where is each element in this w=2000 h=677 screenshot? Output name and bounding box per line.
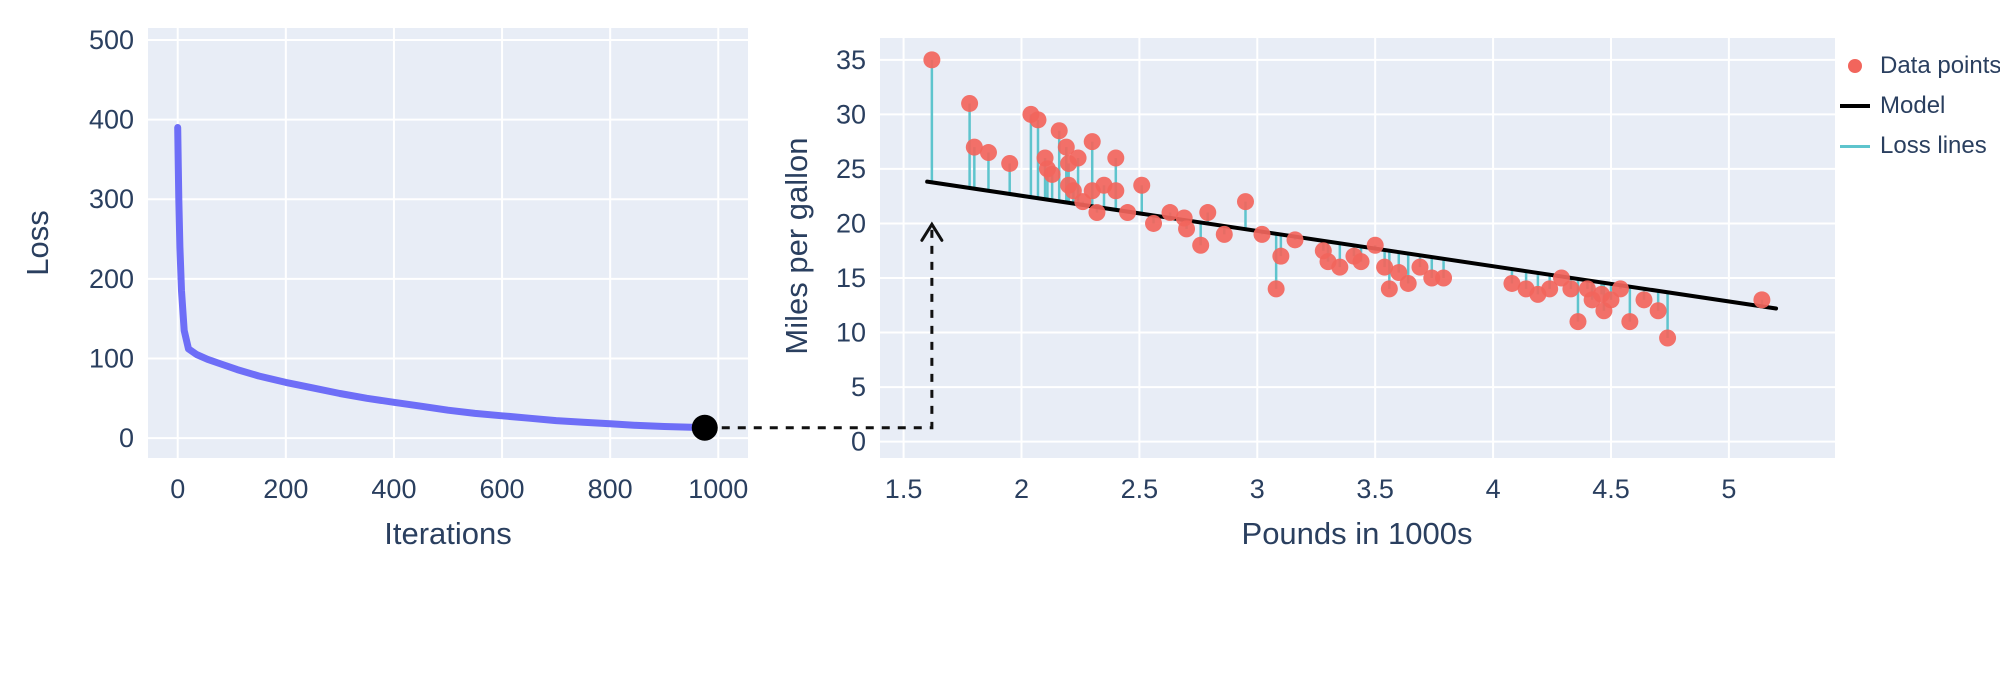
- legend-line-icon: [1840, 104, 1870, 108]
- y-tick-label: 500: [89, 25, 134, 55]
- data-point: [1236, 193, 1254, 211]
- y-tick-label: 20: [836, 208, 866, 238]
- y-tick-label: 25: [836, 154, 866, 184]
- loss-y-axis-label: Loss: [20, 210, 55, 276]
- data-point: [1503, 274, 1521, 292]
- data-point: [1253, 225, 1271, 243]
- y-tick-label: 100: [89, 343, 134, 373]
- data-point: [1621, 313, 1639, 331]
- x-tick-label: 600: [480, 474, 525, 504]
- data-point: [1753, 291, 1771, 309]
- model-line: [925, 179, 1779, 311]
- data-point: [1411, 258, 1429, 276]
- plot-area: [880, 38, 1835, 458]
- data-point: [1192, 236, 1210, 254]
- x-tick-label: 2: [1014, 474, 1029, 504]
- data-point: [1611, 280, 1629, 298]
- legend-label: Loss lines: [1880, 132, 1987, 159]
- legend-item: Loss lines: [1840, 132, 2000, 160]
- data-point: [1178, 220, 1196, 238]
- data-point: [1562, 280, 1580, 298]
- plot-area: [148, 28, 748, 458]
- data-point: [1423, 269, 1441, 287]
- data-point: [1107, 182, 1125, 200]
- data-point: [1215, 225, 1233, 243]
- x-tick-label: 4.5: [1592, 474, 1630, 504]
- data-point: [1161, 204, 1179, 222]
- y-tick-label: 300: [89, 184, 134, 214]
- data-point: [1001, 154, 1019, 172]
- loss-x-axis-label: Iterations: [384, 516, 512, 551]
- data-point: [1399, 274, 1417, 292]
- y-tick-label: 0: [851, 427, 866, 457]
- data-point: [1435, 269, 1453, 287]
- mpg-scatter-chart: 1.5 2 2.5 3 3.5 4 4.5 5 0 5 10 15 20 25 30 35: [836, 38, 1835, 504]
- loss-end-marker-dot: [691, 414, 718, 441]
- x-tick-label: 3.5: [1356, 474, 1394, 504]
- data-point: [1659, 329, 1677, 347]
- x-tick-label: 800: [588, 474, 633, 504]
- data-point: [1649, 302, 1667, 320]
- legend-label: Data points: [1880, 52, 2000, 79]
- y-tick-label: 5: [851, 372, 866, 402]
- x-tick-label: 2.5: [1121, 474, 1159, 504]
- loss-curve-chart: 0 200 400 600 800 1000 0 100 200 300 400 500: [89, 25, 748, 504]
- y-tick-label: 0: [119, 423, 134, 453]
- data-point: [1267, 280, 1285, 298]
- data-point: [965, 138, 983, 156]
- data-point: [1376, 258, 1394, 276]
- x-tick-label: 3: [1250, 474, 1265, 504]
- legend-dot-icon: [1840, 59, 1870, 73]
- legend-line-icon: [1840, 144, 1870, 148]
- x-tick-label: 200: [263, 474, 308, 504]
- data-point: [1083, 133, 1101, 151]
- data-point: [1043, 165, 1061, 183]
- data-point: [1133, 176, 1151, 194]
- legend-item: Model: [1840, 92, 2000, 120]
- x-tick-label: 4: [1486, 474, 1501, 504]
- data-point: [1541, 280, 1559, 298]
- data-point: [1331, 258, 1349, 276]
- data-point: [1569, 313, 1587, 331]
- scatter-y-axis-label: Miles per gallon: [779, 137, 814, 355]
- y-tick-label: 400: [89, 105, 134, 135]
- data-point: [1119, 204, 1137, 222]
- data-point: [1272, 247, 1290, 265]
- scatter-x-axis-label: Pounds in 1000s: [1241, 516, 1473, 551]
- y-tick-label: 30: [836, 99, 866, 129]
- data-point: [1635, 291, 1653, 309]
- data-point: [1199, 204, 1217, 222]
- y-tick-label: 15: [836, 263, 866, 293]
- data-point: [1380, 280, 1398, 298]
- data-point: [1352, 253, 1370, 271]
- data-point: [1057, 138, 1075, 156]
- data-point: [1050, 122, 1068, 140]
- data-point: [1145, 214, 1163, 232]
- x-tick-label: 0: [170, 474, 185, 504]
- x-tick-label: 400: [371, 474, 416, 504]
- legend-item: Data points: [1840, 52, 2000, 80]
- x-tick-label: 1000: [688, 474, 748, 504]
- x-tick-label: 5: [1721, 474, 1736, 504]
- data-point: [961, 94, 979, 112]
- data-point: [923, 51, 941, 69]
- legend-label: Model: [1880, 92, 1946, 119]
- data-point: [1088, 204, 1106, 222]
- data-point: [1069, 149, 1087, 167]
- data-point: [1286, 231, 1304, 249]
- data-point: [1107, 149, 1125, 167]
- x-tick-label: 1.5: [885, 474, 923, 504]
- legend: Data points Model Loss lines: [1840, 52, 2000, 160]
- y-tick-label: 35: [836, 45, 866, 75]
- data-point: [1029, 111, 1047, 129]
- data-point: [1366, 236, 1384, 254]
- y-tick-label: 10: [836, 318, 866, 348]
- loss-curve-path: [174, 124, 709, 432]
- y-tick-label: 200: [89, 264, 134, 294]
- data-point: [979, 144, 997, 162]
